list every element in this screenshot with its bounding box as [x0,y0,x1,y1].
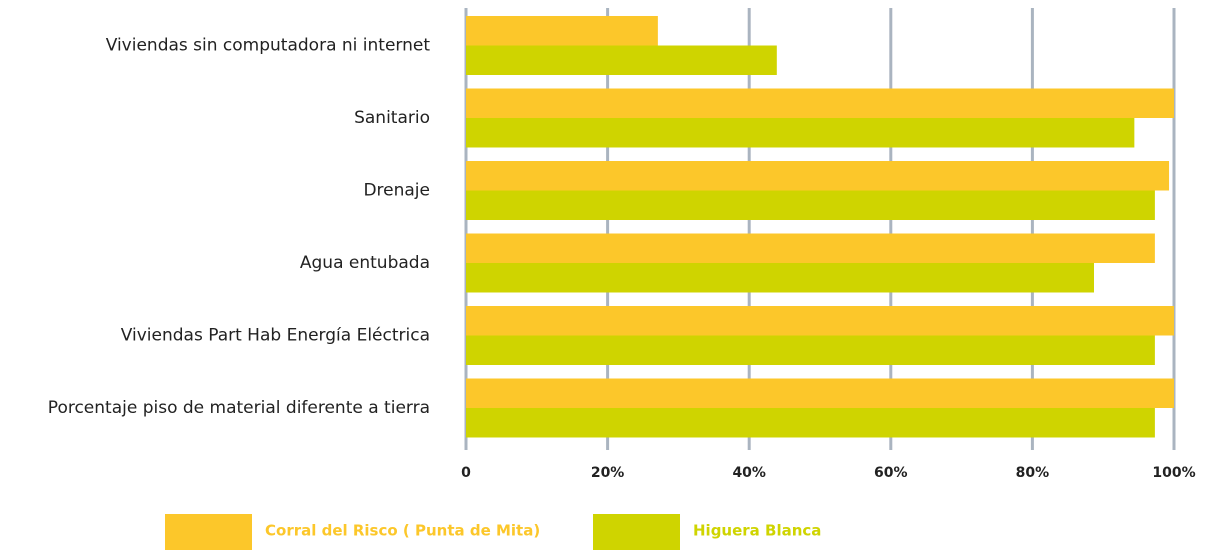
bar [466,190,1155,220]
bar [466,161,1170,191]
bar [466,408,1155,438]
y-tick-label: Viviendas sin computadora ni internet [106,36,431,56]
bar [466,378,1174,408]
y-tick-label: Viviendas Part Hab Energía Eléctrica [121,326,430,346]
bar [466,88,1174,118]
x-tick-label: 40% [732,465,766,481]
y-tick-label: Drenaje [363,181,430,201]
bar [466,118,1135,148]
x-tick-label: 100% [1152,465,1195,481]
bar [466,233,1155,263]
legend-label: Corral del Risco ( Punta de Mita) [265,522,540,540]
legend-swatch [593,514,680,550]
x-tick-label: 60% [874,465,908,481]
legend-label: Higuera Blanca [693,522,821,540]
y-tick-label: Porcentaje piso de material diferente a … [48,398,430,418]
bar [466,16,658,46]
bar [466,263,1094,293]
bar [466,335,1155,365]
y-tick-label: Sanitario [354,108,430,128]
legend-swatch [165,514,252,550]
x-tick-label: 80% [1016,465,1050,481]
y-tick-label: Agua entubada [300,253,430,273]
x-tick-label: 0 [461,465,471,481]
bar [466,45,777,75]
bar [466,306,1174,336]
x-tick-label: 20% [591,465,625,481]
